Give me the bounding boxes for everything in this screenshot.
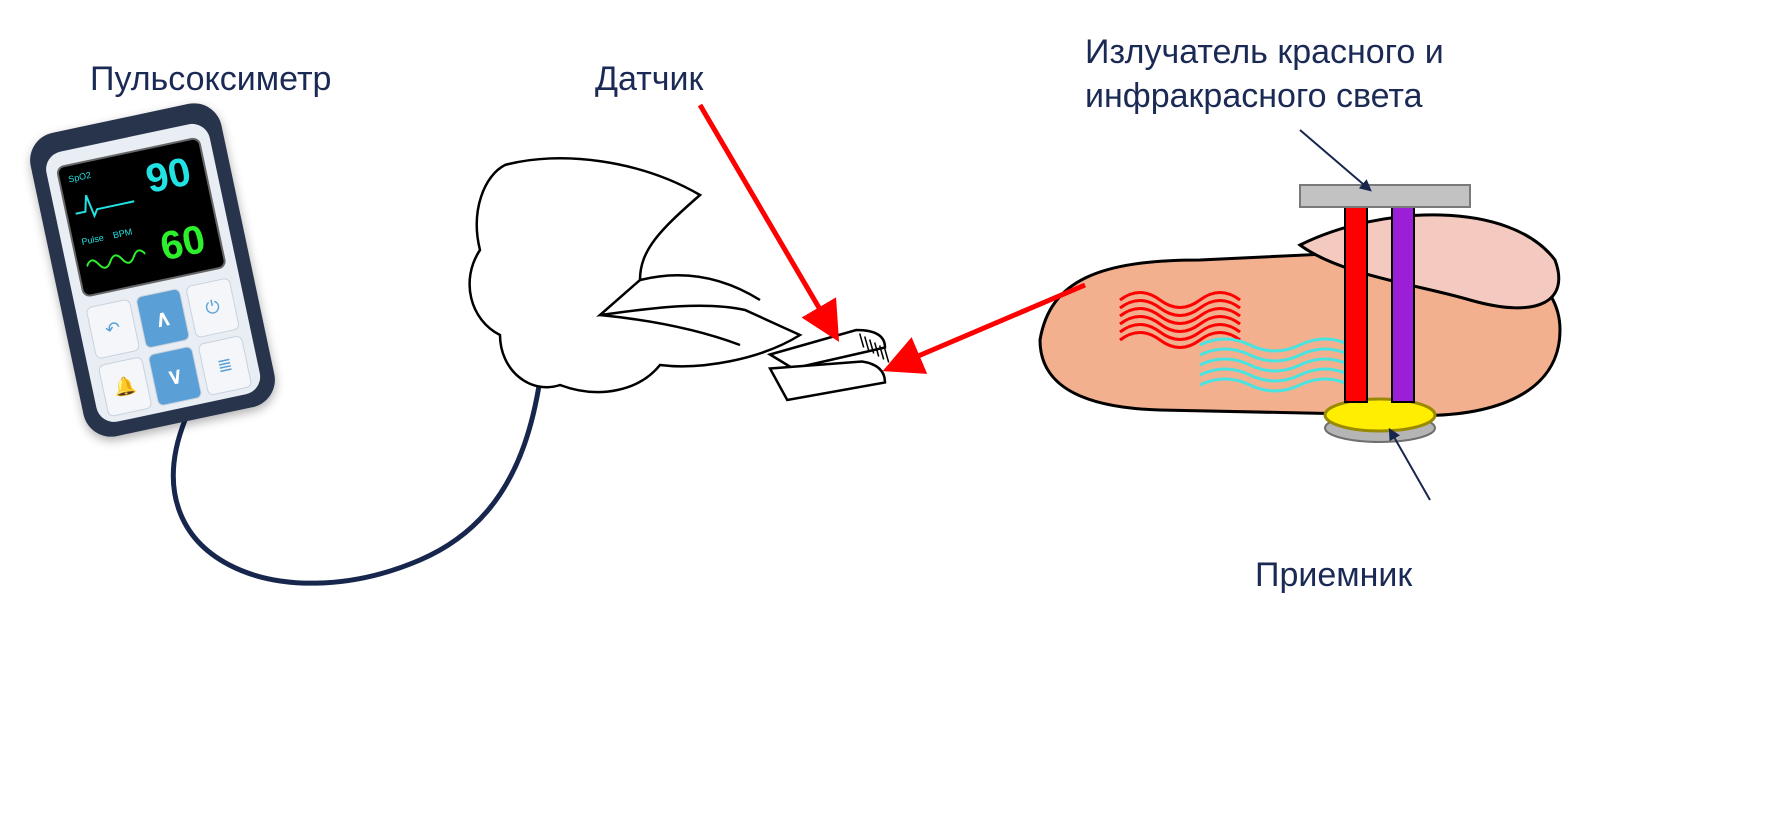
btn-down[interactable]: ∨	[148, 346, 203, 407]
btn-back[interactable]: ↶	[85, 298, 140, 359]
pulse-wave-icon	[84, 240, 149, 280]
pleth-wave-icon	[71, 182, 136, 222]
pulse-label: Pulse	[81, 233, 105, 247]
pulse-value: 60	[156, 217, 209, 270]
emitter-bar	[1300, 185, 1470, 207]
spo2-label: SpO2	[67, 170, 92, 185]
infrared-light-beam	[1392, 207, 1414, 402]
btn-up[interactable]: ∧	[135, 288, 190, 349]
diagram-canvas	[0, 0, 1771, 828]
btn-alarm[interactable]: 🔔	[98, 356, 153, 417]
red-light-beam	[1345, 207, 1367, 402]
bpm-label: BPM	[112, 227, 133, 241]
finger-cross-section	[1040, 185, 1560, 442]
spo2-value: 90	[142, 149, 195, 202]
